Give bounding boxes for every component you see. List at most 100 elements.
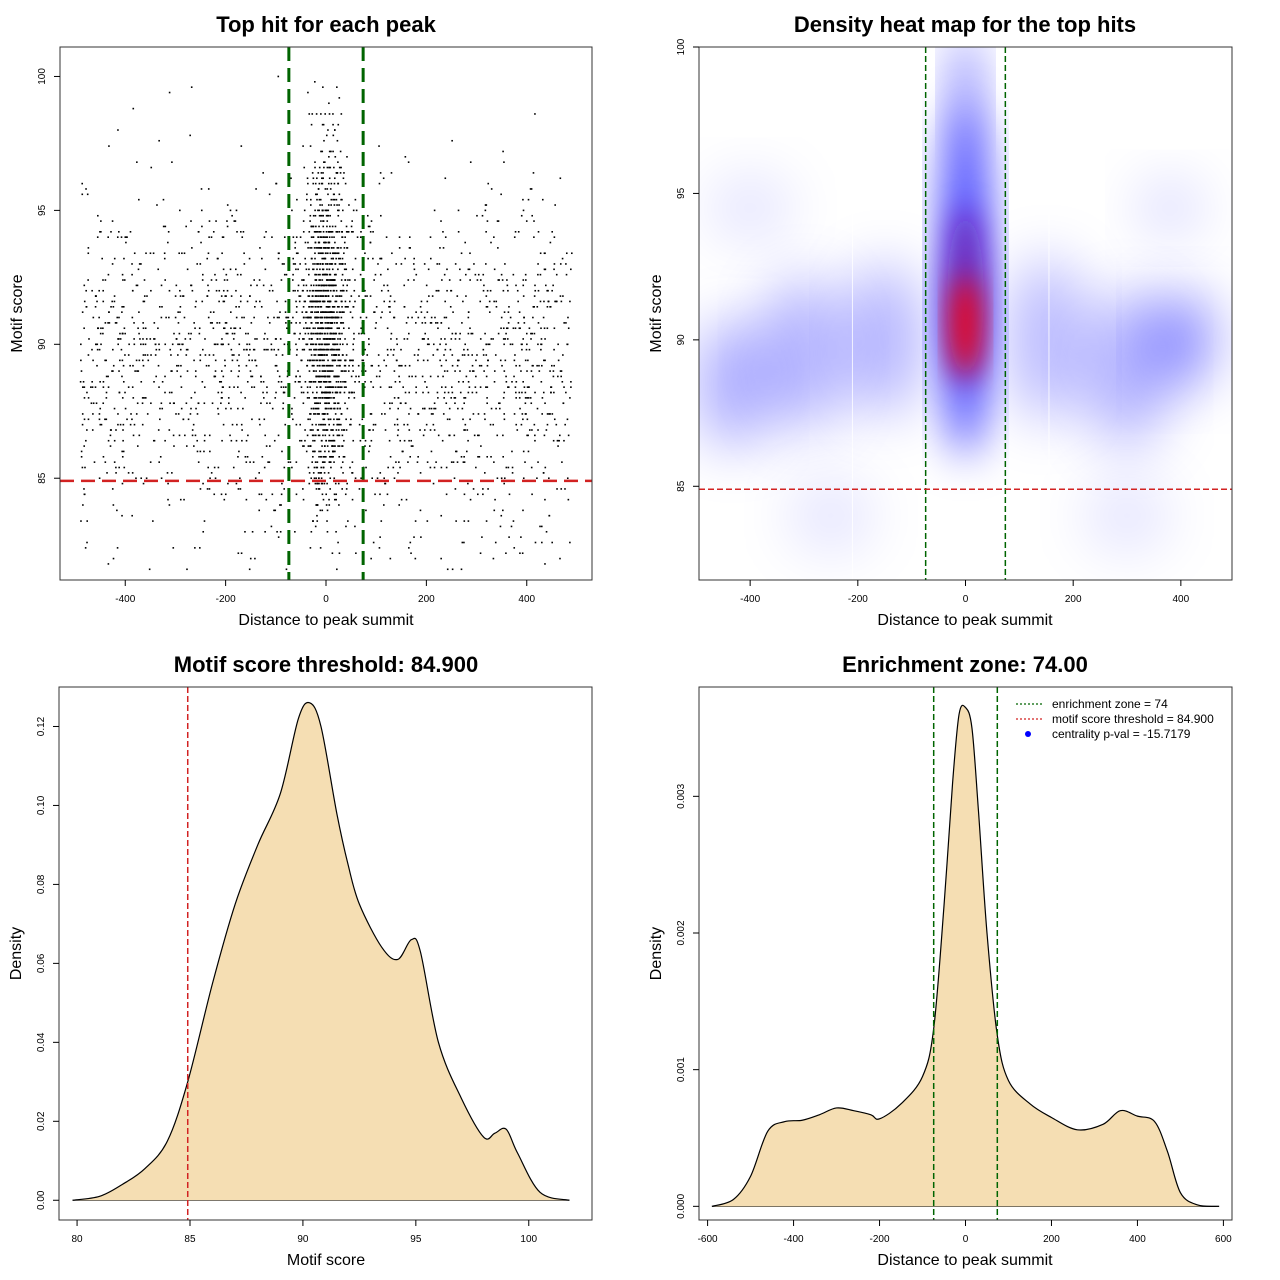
data-point xyxy=(340,247,342,249)
data-point xyxy=(320,289,323,292)
data-point xyxy=(563,439,565,442)
data-point xyxy=(340,113,343,115)
data-point xyxy=(324,332,326,335)
data-point xyxy=(483,370,485,372)
data-point xyxy=(515,380,518,383)
data-point xyxy=(558,439,560,442)
data-point xyxy=(493,370,496,372)
data-point xyxy=(143,295,146,297)
data-point xyxy=(328,311,331,313)
data-point xyxy=(511,343,514,346)
data-point xyxy=(283,343,286,346)
data-point xyxy=(457,231,460,233)
data-point xyxy=(533,220,535,222)
data-point xyxy=(193,445,195,447)
data-point xyxy=(180,364,182,367)
data-point xyxy=(429,429,432,431)
density-blob xyxy=(1137,178,1203,238)
data-point xyxy=(337,252,340,255)
data-point xyxy=(102,386,105,388)
data-point xyxy=(493,236,495,238)
y-tick-label: 85 xyxy=(37,472,48,484)
data-point xyxy=(123,279,126,281)
data-point xyxy=(81,386,84,388)
data-point xyxy=(81,182,84,185)
data-point xyxy=(292,316,294,319)
data-point xyxy=(430,322,433,324)
data-point xyxy=(127,386,130,388)
data-point xyxy=(511,380,513,383)
data-point xyxy=(489,289,492,292)
data-point xyxy=(322,311,325,313)
data-point xyxy=(332,311,335,313)
data-point xyxy=(515,284,517,287)
data-point xyxy=(524,391,527,394)
data-point xyxy=(208,364,210,367)
y-tick-label: 0.002 xyxy=(676,920,687,945)
data-point xyxy=(328,343,330,346)
density-hotspot xyxy=(951,275,980,375)
data-point xyxy=(327,306,329,308)
data-point xyxy=(338,231,341,233)
data-point xyxy=(519,552,521,555)
data-point xyxy=(334,348,336,351)
data-point xyxy=(324,375,326,378)
data-point xyxy=(388,306,390,308)
data-point xyxy=(183,498,185,501)
data-point xyxy=(360,477,362,480)
data-point xyxy=(347,370,350,372)
data-point xyxy=(443,370,446,372)
data-point xyxy=(171,370,173,372)
data-point xyxy=(248,568,251,571)
data-point xyxy=(331,306,334,308)
data-point xyxy=(524,273,527,276)
y-tick-label: 100 xyxy=(37,68,48,85)
data-point xyxy=(171,161,173,163)
data-point xyxy=(342,380,344,383)
data-point xyxy=(290,322,293,324)
data-point xyxy=(99,332,102,335)
data-point xyxy=(120,348,123,351)
data-point xyxy=(325,402,328,405)
data-point xyxy=(403,284,406,287)
data-point xyxy=(318,397,320,399)
data-point xyxy=(321,316,324,319)
data-point xyxy=(255,364,258,367)
data-point xyxy=(218,322,221,324)
data-point xyxy=(338,434,341,437)
data-point xyxy=(121,397,124,399)
data-point xyxy=(324,370,326,372)
data-point xyxy=(187,332,190,335)
data-point xyxy=(433,466,436,469)
data-point xyxy=(327,327,330,330)
data-point xyxy=(548,477,550,480)
data-point xyxy=(197,461,200,463)
data-point xyxy=(153,380,155,383)
data-point xyxy=(267,316,269,319)
data-point xyxy=(320,466,322,469)
data-point xyxy=(167,498,169,501)
data-point xyxy=(328,284,331,287)
data-point xyxy=(307,295,310,297)
data-point xyxy=(546,306,549,308)
data-point xyxy=(557,359,560,362)
data-point xyxy=(95,343,97,346)
data-point xyxy=(338,455,341,458)
data-point xyxy=(467,520,470,522)
density-curve xyxy=(711,704,1220,1208)
data-point xyxy=(328,386,330,388)
data-point xyxy=(451,568,454,571)
data-point xyxy=(304,429,306,431)
data-point xyxy=(266,338,269,340)
data-point xyxy=(325,231,328,233)
data-point xyxy=(306,397,309,399)
data-point xyxy=(164,439,166,442)
data-point xyxy=(467,482,469,485)
data-point xyxy=(170,354,172,356)
data-point xyxy=(553,418,556,421)
data-point xyxy=(262,380,265,383)
data-point xyxy=(317,477,320,480)
data-point xyxy=(304,380,307,383)
data-point xyxy=(544,563,546,565)
data-point xyxy=(309,220,311,222)
